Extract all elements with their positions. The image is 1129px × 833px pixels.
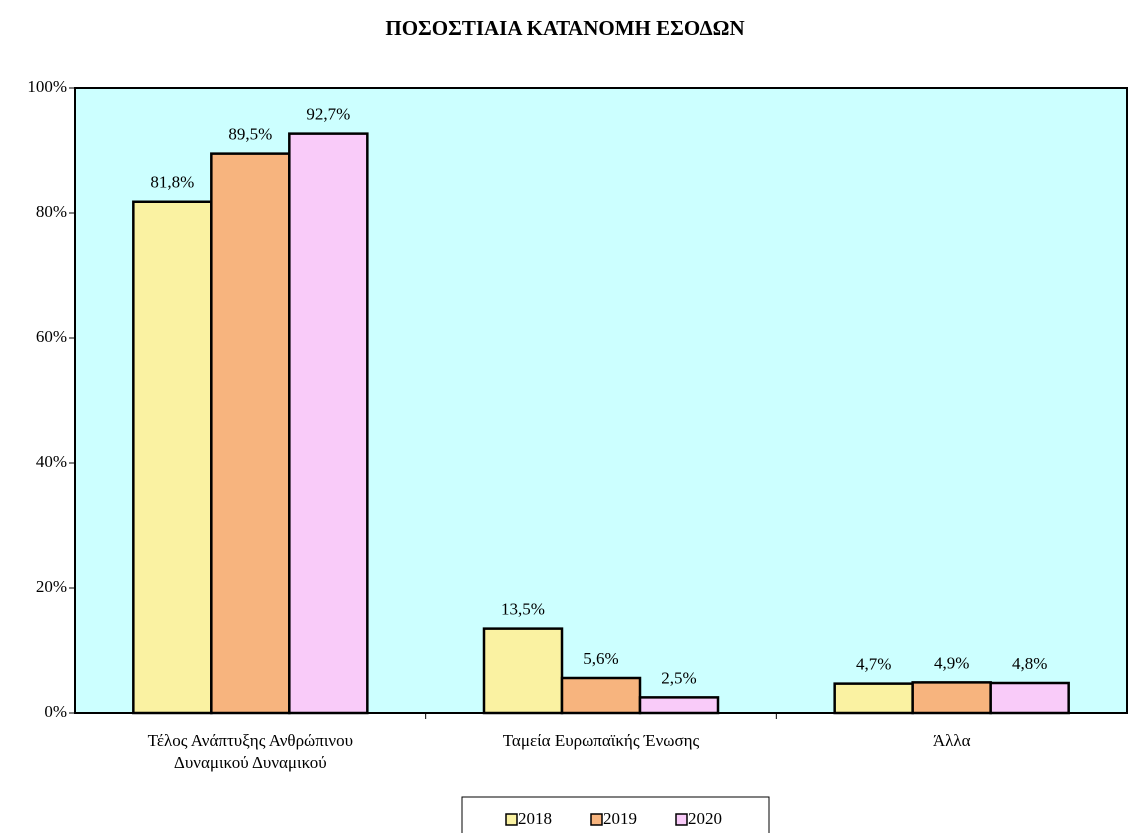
data-label: 81,8% [150, 173, 194, 192]
y-tick-label: 80% [36, 202, 67, 221]
data-label: 89,5% [228, 125, 272, 144]
legend-label: 2020 [688, 809, 722, 828]
y-tick-label: 0% [44, 702, 67, 721]
legend-swatch [675, 813, 688, 826]
data-label: 13,5% [501, 600, 545, 619]
y-tick-label: 60% [36, 327, 67, 346]
bar [132, 200, 213, 715]
x-tick-label: Άλλα [932, 731, 971, 750]
bar [288, 132, 369, 715]
bar [989, 681, 1070, 715]
data-label: 4,7% [856, 655, 891, 674]
bar [911, 681, 992, 715]
data-label: 5,6% [583, 649, 618, 668]
bar [210, 152, 291, 715]
bar [833, 682, 914, 715]
y-tick-label: 20% [36, 577, 67, 596]
bar [638, 696, 720, 715]
data-label: 92,7% [306, 105, 350, 124]
legend-swatch [505, 813, 518, 826]
bar [482, 627, 564, 715]
y-tick-label: 100% [27, 77, 67, 96]
bar [560, 676, 642, 715]
x-tick-label: Ταμεία Ευρωπαϊκής Ένωσης [502, 731, 700, 750]
data-label: 2,5% [661, 668, 696, 687]
y-tick-label: 40% [36, 452, 67, 471]
data-label: 4,9% [934, 653, 969, 672]
legend-swatch [590, 813, 603, 826]
x-tick-label: Τέλος Ανάπτυξης Ανθρώπινου Δυναμικού Δυν… [147, 731, 354, 772]
legend-label: 2018 [518, 809, 552, 828]
legend-label: 2019 [603, 809, 637, 828]
data-label: 4,8% [1012, 654, 1047, 673]
chart-title: ΠΟΣΟΣΤΙΑΙΑ ΚΑΤΑΝΟΜΗ ΕΣΟΔΩΝ [385, 16, 744, 40]
